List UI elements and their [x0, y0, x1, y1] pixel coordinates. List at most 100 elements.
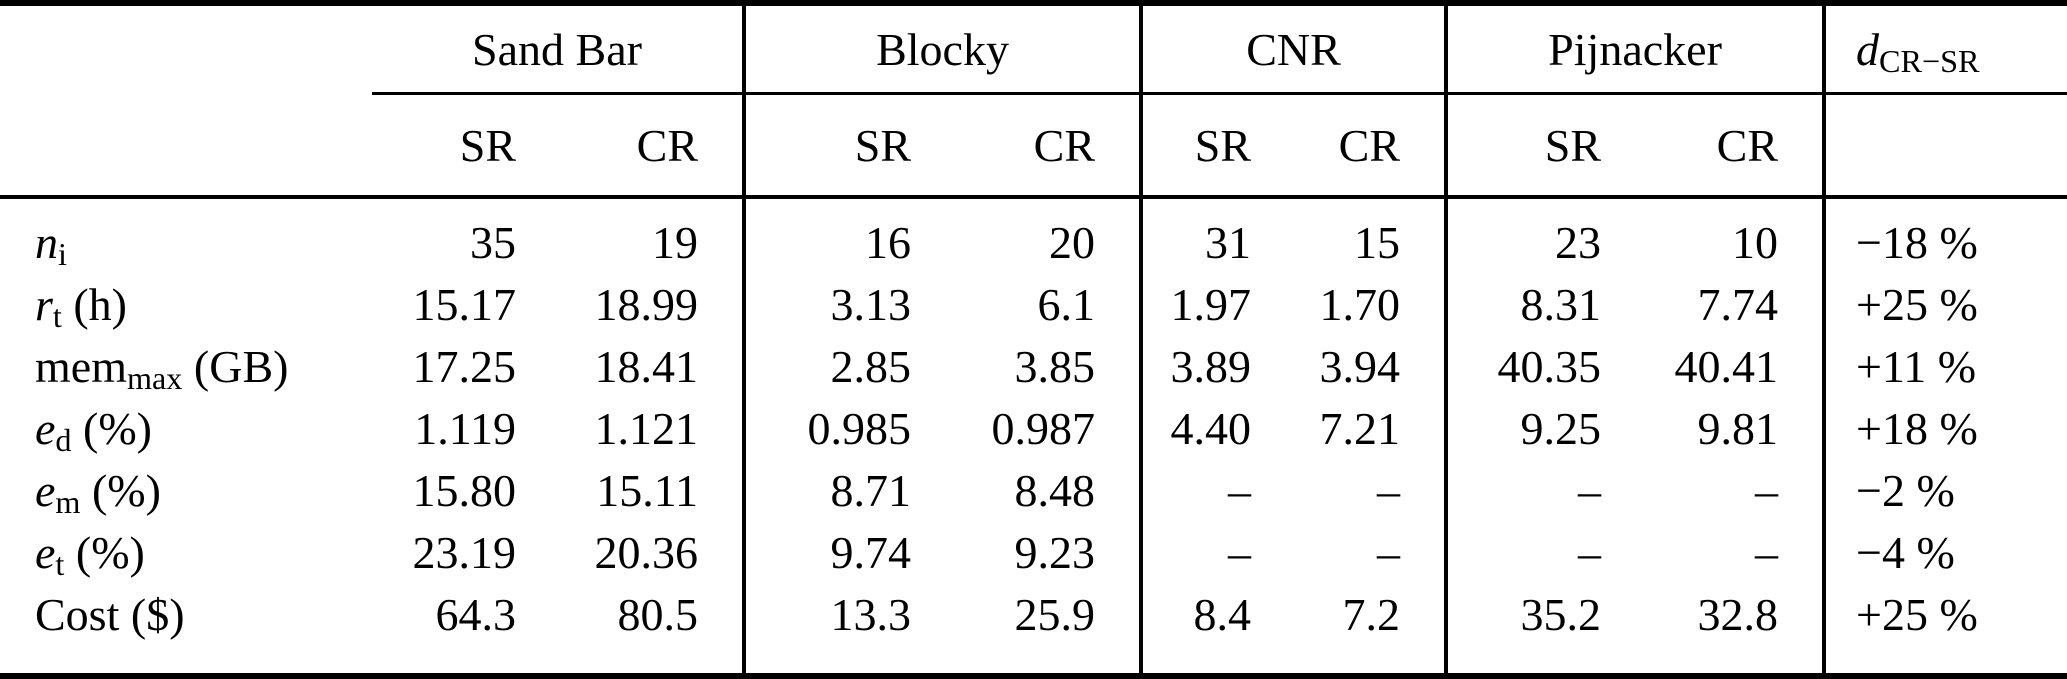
value-cell: 40.41	[1645, 335, 1827, 397]
delta-cell: +18 %	[1856, 402, 1978, 454]
group-header-cnr: CNR	[1141, 3, 1449, 95]
subheader-sr: SR	[372, 93, 560, 199]
delta-cell: +25 %	[1856, 278, 1978, 330]
value-cell: 8.4	[1193, 588, 1252, 640]
value-cell: –	[1295, 459, 1449, 521]
table-body: ni 35 19 16 20 31 15 23 10 −18 % rt (h) 15.17 18.99 3…	[0, 197, 2067, 676]
value-cell: 8.31	[1520, 278, 1602, 330]
value-cell: 15.11	[560, 459, 747, 521]
subheader-cr: CR	[1645, 93, 1827, 199]
subheader-sr: SR	[744, 93, 956, 199]
value-cell: 17.25	[412, 340, 517, 392]
value-cell: –	[1645, 521, 1827, 583]
value-cell: 6.1	[955, 273, 1144, 335]
value-cell: 18.99	[560, 273, 747, 335]
delta-column-header: dCR−SR	[1824, 3, 2067, 95]
value-cell: 20.36	[560, 521, 747, 583]
value-cell: 25.9	[955, 583, 1144, 676]
delta-cell: −4 %	[1856, 526, 1955, 578]
value-cell: 35	[470, 216, 516, 268]
value-cell: 18.41	[560, 335, 747, 397]
row-label: em (%)	[35, 464, 161, 520]
subheader-cr: CR	[560, 93, 747, 199]
table-row: em (%) 15.80 15.11 8.71 8.48– – – – −2 %	[0, 459, 2067, 521]
value-cell: –	[1295, 521, 1449, 583]
value-cell: 40.35	[1497, 340, 1602, 392]
value-cell: 3.85	[955, 335, 1144, 397]
value-cell: 31	[1205, 216, 1252, 268]
table-row: et (%) 23.19 20.36 9.74 9.23– – – – −4 %	[0, 521, 2067, 583]
corner-cell	[0, 93, 372, 199]
value-cell: 13.3	[830, 588, 912, 640]
value-cell: 64.3	[435, 588, 517, 640]
value-cell: 0.987	[955, 397, 1144, 459]
delta-cell: −18 %	[1856, 216, 1978, 268]
value-cell: 23	[1555, 216, 1602, 268]
group-header-pijnacker: Pijnacker	[1446, 3, 1827, 95]
table-row: rt (h) 15.17 18.99 3.13 6.1 1.97 1.70 8.31 7.74 +…	[0, 273, 2067, 335]
table-row: Cost ($) 64.3 80.5 13.3 25.9 8.4 7.2 35.2 32.8 +2…	[0, 583, 2067, 676]
delta-header-symbol: d	[1856, 23, 1880, 75]
value-cell: 7.21	[1295, 397, 1449, 459]
value-cell: 9.25	[1520, 402, 1602, 454]
row-label: et (%)	[35, 526, 145, 582]
value-cell: 1.97	[1170, 278, 1252, 330]
subheader-cr: CR	[955, 93, 1144, 199]
value-cell: 8.71	[830, 464, 912, 516]
value-cell: 32.8	[1645, 583, 1827, 676]
value-cell: 1.119	[414, 402, 516, 454]
value-cell: –	[1578, 464, 1602, 516]
delta-header-subscript: CR−SR	[1879, 42, 1980, 79]
delta-cell: +11 %	[1856, 340, 1977, 392]
value-cell: 3.94	[1295, 335, 1449, 397]
row-label: rt (h)	[35, 278, 127, 334]
value-cell: 15.80	[412, 464, 517, 516]
value-cell: 7.2	[1295, 583, 1449, 676]
value-cell: 3.89	[1170, 340, 1252, 392]
delta-cell: −2 %	[1856, 464, 1955, 516]
value-cell: 23.19	[412, 526, 517, 578]
subheader-sr: SR	[1446, 93, 1646, 199]
value-cell: 16	[865, 216, 912, 268]
value-cell: –	[1228, 464, 1252, 516]
corner-cell	[0, 3, 372, 94]
group-header-sand-bar: Sand Bar	[372, 3, 747, 95]
value-cell: 2.85	[830, 340, 912, 392]
subheader-cr: CR	[1295, 93, 1449, 199]
value-cell: 80.5	[560, 583, 747, 676]
value-cell: 15.17	[412, 278, 517, 330]
value-cell: 4.40	[1170, 402, 1252, 454]
value-cell: 7.74	[1645, 273, 1827, 335]
value-cell: –	[1228, 526, 1252, 578]
value-cell: 15	[1295, 197, 1449, 273]
group-header-row: Sand Bar Blocky CNR Pijnacker dCR−SR	[0, 3, 2067, 95]
value-cell: 1.121	[560, 397, 747, 459]
subheader-sr: SR	[1141, 93, 1296, 199]
value-cell: 9.74	[830, 526, 912, 578]
value-cell: –	[1578, 526, 1602, 578]
group-header-blocky: Blocky	[744, 3, 1144, 95]
value-cell: 1.70	[1295, 273, 1449, 335]
value-cell: 3.13	[830, 278, 912, 330]
table-row: ed (%) 1.119 1.121 0.985 0.987 4.40 7.21 9.25 9.…	[0, 397, 2067, 459]
row-label: memmax (GB)	[35, 340, 289, 396]
table-row: memmax (GB) 17.25 18.41 2.85 3.85 3.89 3.94 40.…	[0, 335, 2067, 397]
value-cell: 9.81	[1645, 397, 1827, 459]
subheader-row: SR CR SR CR SR CR SR CR	[0, 93, 2067, 199]
value-cell: 10	[1645, 197, 1827, 273]
value-cell: –	[1645, 459, 1827, 521]
value-cell: 0.985	[807, 402, 912, 454]
delta-cell: +25 %	[1856, 588, 1978, 640]
row-label: ed (%)	[35, 402, 152, 458]
value-cell: 8.48	[955, 459, 1144, 521]
row-label: Cost ($)	[35, 588, 185, 640]
row-label: ni	[35, 216, 67, 272]
table-row: ni 35 19 16 20 31 15 23 10 −18 %	[0, 197, 2067, 273]
value-cell: 9.23	[955, 521, 1144, 583]
delta-subheader-empty	[1824, 93, 2067, 199]
value-cell: 19	[560, 197, 747, 273]
value-cell: 35.2	[1520, 588, 1602, 640]
value-cell: 20	[955, 197, 1144, 273]
